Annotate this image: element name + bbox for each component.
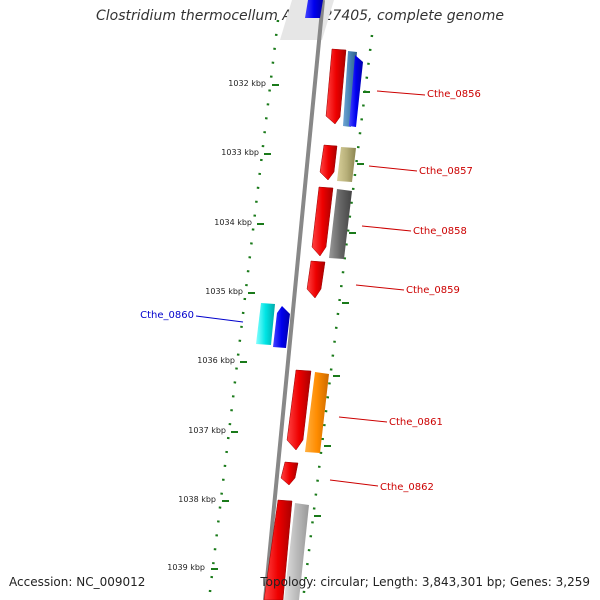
- gene-labels: Cthe_0856 Cthe_0857 Cthe_0858 Cthe_0859 …: [140, 89, 481, 493]
- feature-red: [280, 461, 299, 486]
- outer-ticks: [314, 91, 370, 517]
- topology-text: Topology: circular; Length: 3,843,301 bp…: [260, 575, 590, 589]
- gene-label-cthe-0861[interactable]: Cthe_0861: [389, 417, 443, 428]
- tick-label: 1038 kbp: [178, 495, 216, 504]
- feature-red: [263, 499, 293, 600]
- gene-label-cthe-0860[interactable]: Cthe_0860: [140, 310, 194, 321]
- tick-label: 1037 kbp: [188, 426, 226, 435]
- gene-features: [256, 48, 363, 600]
- tick-label: 1039 kbp: [167, 563, 205, 572]
- tick-label: 1035 kbp: [205, 287, 243, 296]
- feature-light-gray: [284, 503, 309, 600]
- feature-red: [286, 369, 312, 451]
- feature-red: [311, 186, 334, 257]
- tick-label: 1034 kbp: [214, 218, 252, 227]
- feature-orange: [305, 372, 329, 453]
- gene-label-cthe-0858[interactable]: Cthe_0858: [413, 226, 467, 237]
- tick-label: 1033 kbp: [221, 148, 259, 157]
- feature-red: [306, 260, 326, 299]
- tick-label: 1032 kbp: [228, 79, 266, 88]
- feature-red: [325, 48, 347, 125]
- feature-blue: [273, 306, 290, 348]
- feature-top-blue: [305, 0, 323, 18]
- feature-steel: [343, 51, 357, 127]
- genome-backbone: [263, 0, 325, 600]
- feature-red: [319, 144, 338, 181]
- gene-label-cthe-0859[interactable]: Cthe_0859: [406, 285, 460, 296]
- feature-gray: [329, 189, 352, 259]
- gene-label-cthe-0856[interactable]: Cthe_0856: [427, 89, 481, 100]
- gene-label-cthe-0862[interactable]: Cthe_0862: [380, 482, 434, 493]
- label-leaders: [195, 90, 426, 487]
- feature-tan: [337, 147, 356, 182]
- feature-cyan: [256, 303, 275, 345]
- tick-label: 1036 kbp: [197, 356, 235, 365]
- feature-blue: [349, 55, 363, 127]
- accession-text: Accession: NC_009012: [9, 575, 146, 589]
- kbp-ticks: 1032 kbp 1033 kbp 1034 kbp 1035 kbp 1036…: [167, 79, 279, 572]
- gene-label-cthe-0857[interactable]: Cthe_0857: [419, 166, 473, 177]
